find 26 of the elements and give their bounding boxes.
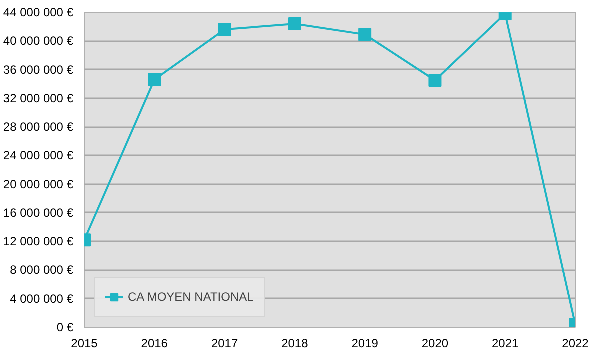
x-tick-label: 2019 [352,336,379,350]
point [358,28,372,42]
x-tick-label: 2021 [492,336,520,350]
y-tick-label: 16 000 000 € [3,206,74,220]
x-tick-label: 2020 [422,336,449,350]
x-tick-label: 2016 [141,336,168,350]
y-tick-label: 36 000 000 € [3,62,74,77]
x-tick-label: 2017 [211,336,238,350]
y-tick-label: 40 000 000 € [3,34,74,48]
point [148,73,162,86]
y-tick-label: 4 000 000 € [10,292,74,306]
x-tick-label: 2018 [282,336,309,350]
y-tick-label: 28 000 000 € [3,120,74,134]
x-tick-label: 2015 [71,336,98,350]
point [218,23,232,36]
y-tick-label: 0 € [56,320,74,334]
y-tick-label: 24 000 000 € [3,148,74,163]
legend-label: CA MOYEN NATIONAL [128,290,254,304]
x-tick-label: 2022 [562,336,590,350]
point [288,17,302,30]
y-tick-label: 32 000 000 € [3,91,74,106]
y-tick-label: 8 000 000 € [10,263,74,278]
y-tick-label: 20 000 000 € [3,177,74,192]
y-tick-label: 44 000 000 € [3,6,74,20]
line-series [84,12,576,328]
y-tick-label: 12 000 000 € [3,234,74,249]
